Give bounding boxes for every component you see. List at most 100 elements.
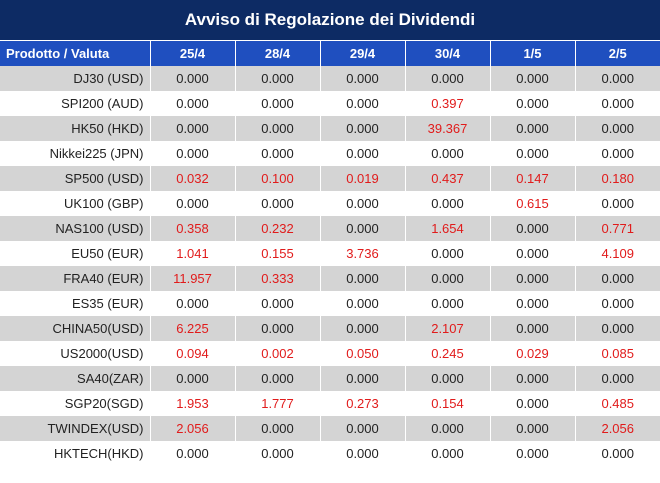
dividend-value-cell: 0.000 (150, 291, 236, 316)
dividend-notice: Avviso di Regolazione dei Dividendi Prod… (0, 0, 660, 466)
dividend-value-cell: 0.000 (235, 416, 321, 441)
table-row: TWINDEX(USD) 2.056 0.000 0.000 0.000 0.000 2.0… (0, 416, 660, 441)
product-cell: CHINA50(USD) (0, 316, 151, 341)
dividend-value-cell: 0.333 (235, 266, 321, 291)
dividend-table: Prodotto / Valuta 25/4 28/4 29/4 30/4 1/… (0, 41, 660, 466)
product-cell: US2000(USD) (0, 341, 151, 366)
dividend-value-cell: 0.000 (575, 191, 660, 216)
dividend-value-cell: 0.000 (235, 291, 321, 316)
dividend-value-cell: 0.000 (235, 91, 321, 116)
product-cell: Nikkei225 (JPN) (0, 141, 151, 166)
column-header-date: 1/5 (490, 41, 576, 66)
product-cell: SGP20(SGD) (0, 391, 151, 416)
dividend-value-cell: 0.000 (320, 191, 406, 216)
product-cell: SA40(ZAR) (0, 366, 151, 391)
dividend-value-cell: 0.000 (150, 91, 236, 116)
table-row: DJ30 (USD) 0.000 0.000 0.000 0.000 0.000 0.000 (0, 66, 660, 91)
dividend-value-cell: 0.000 (320, 441, 406, 466)
dividend-value-cell: 0.000 (150, 66, 236, 91)
dividend-value-cell: 0.000 (490, 66, 576, 91)
table-row: UK100 (GBP) 0.000 0.000 0.000 0.000 0.615 0.00… (0, 191, 660, 216)
dividend-value-cell: 0.000 (320, 316, 406, 341)
dividend-value-cell: 0.180 (575, 166, 660, 191)
dividend-value-cell: 0.000 (405, 291, 491, 316)
column-header-product: Prodotto / Valuta (0, 41, 151, 66)
dividend-value-cell: 0.273 (320, 391, 406, 416)
dividend-value-cell: 0.000 (235, 366, 321, 391)
product-cell: TWINDEX(USD) (0, 416, 151, 441)
dividend-value-cell: 0.000 (235, 191, 321, 216)
dividend-value-cell: 6.225 (150, 316, 236, 341)
dividend-value-cell: 0.485 (575, 391, 660, 416)
dividend-value-cell: 0.437 (405, 166, 491, 191)
dividend-value-cell: 0.000 (150, 141, 236, 166)
dividend-value-cell: 0.000 (490, 291, 576, 316)
dividend-value-cell: 0.000 (405, 416, 491, 441)
table-row: US2000(USD) 0.094 0.002 0.050 0.245 0.029 0.08… (0, 341, 660, 366)
column-header-date: 30/4 (405, 41, 491, 66)
dividend-value-cell: 0.000 (490, 91, 576, 116)
table-row: SGP20(SGD) 1.953 1.777 0.273 0.154 0.000 0.485 (0, 391, 660, 416)
dividend-value-cell: 0.000 (405, 366, 491, 391)
dividend-value-cell: 0.000 (490, 366, 576, 391)
dividend-value-cell: 0.000 (320, 216, 406, 241)
dividend-value-cell: 0.000 (150, 191, 236, 216)
table-row: SA40(ZAR) 0.000 0.000 0.000 0.000 0.000 0.000 (0, 366, 660, 391)
table-header-row: Prodotto / Valuta 25/4 28/4 29/4 30/4 1/… (0, 41, 660, 66)
dividend-value-cell: 0.029 (490, 341, 576, 366)
dividend-value-cell: 0.615 (490, 191, 576, 216)
dividend-value-cell: 0.000 (575, 66, 660, 91)
dividend-value-cell: 0.000 (575, 441, 660, 466)
dividend-value-cell: 0.000 (490, 241, 576, 266)
dividend-value-cell: 1.953 (150, 391, 236, 416)
dividend-value-cell: 0.000 (150, 366, 236, 391)
table-body: DJ30 (USD) 0.000 0.000 0.000 0.000 0.000 0.000… (0, 66, 660, 466)
dividend-value-cell: 0.000 (490, 441, 576, 466)
dividend-value-cell: 39.367 (405, 116, 491, 141)
dividend-value-cell: 1.777 (235, 391, 321, 416)
dividend-value-cell: 0.000 (575, 141, 660, 166)
column-header-date: 28/4 (235, 41, 321, 66)
dividend-value-cell: 0.232 (235, 216, 321, 241)
table-row: ES35 (EUR) 0.000 0.000 0.000 0.000 0.000 0.000 (0, 291, 660, 316)
dividend-value-cell: 0.000 (575, 366, 660, 391)
table-row: HK50 (HKD) 0.000 0.000 0.000 39.367 0.000 0.00… (0, 116, 660, 141)
dividend-value-cell: 0.000 (235, 441, 321, 466)
dividend-value-cell: 1.654 (405, 216, 491, 241)
product-cell: HKTECH(HKD) (0, 441, 151, 466)
dividend-value-cell: 0.000 (405, 141, 491, 166)
dividend-value-cell: 1.041 (150, 241, 236, 266)
product-cell: SP500 (USD) (0, 166, 151, 191)
dividend-value-cell: 0.000 (575, 116, 660, 141)
dividend-value-cell: 0.000 (320, 91, 406, 116)
product-cell: NAS100 (USD) (0, 216, 151, 241)
dividend-value-cell: 4.109 (575, 241, 660, 266)
dividend-value-cell: 0.002 (235, 341, 321, 366)
dividend-value-cell: 2.056 (575, 416, 660, 441)
product-cell: HK50 (HKD) (0, 116, 151, 141)
dividend-value-cell: 0.154 (405, 391, 491, 416)
dividend-value-cell: 0.050 (320, 341, 406, 366)
table-row: NAS100 (USD) 0.358 0.232 0.000 1.654 0.000 0.7… (0, 216, 660, 241)
dividend-value-cell: 2.056 (150, 416, 236, 441)
dividend-value-cell: 0.019 (320, 166, 406, 191)
product-cell: SPI200 (AUD) (0, 91, 151, 116)
dividend-value-cell: 0.094 (150, 341, 236, 366)
dividend-value-cell: 0.155 (235, 241, 321, 266)
product-cell: DJ30 (USD) (0, 66, 151, 91)
dividend-value-cell: 0.085 (575, 341, 660, 366)
dividend-value-cell: 0.000 (490, 216, 576, 241)
dividend-value-cell: 3.736 (320, 241, 406, 266)
column-header-date: 29/4 (320, 41, 406, 66)
product-cell: UK100 (GBP) (0, 191, 151, 216)
dividend-value-cell: 0.000 (405, 66, 491, 91)
dividend-value-cell: 0.000 (235, 141, 321, 166)
dividend-value-cell: 0.000 (405, 441, 491, 466)
dividend-value-cell: 0.000 (490, 416, 576, 441)
dividend-value-cell: 0.147 (490, 166, 576, 191)
dividend-value-cell: 0.032 (150, 166, 236, 191)
dividend-value-cell: 0.358 (150, 216, 236, 241)
dividend-value-cell: 0.000 (320, 416, 406, 441)
page-title: Avviso di Regolazione dei Dividendi (0, 0, 660, 41)
dividend-value-cell: 0.771 (575, 216, 660, 241)
